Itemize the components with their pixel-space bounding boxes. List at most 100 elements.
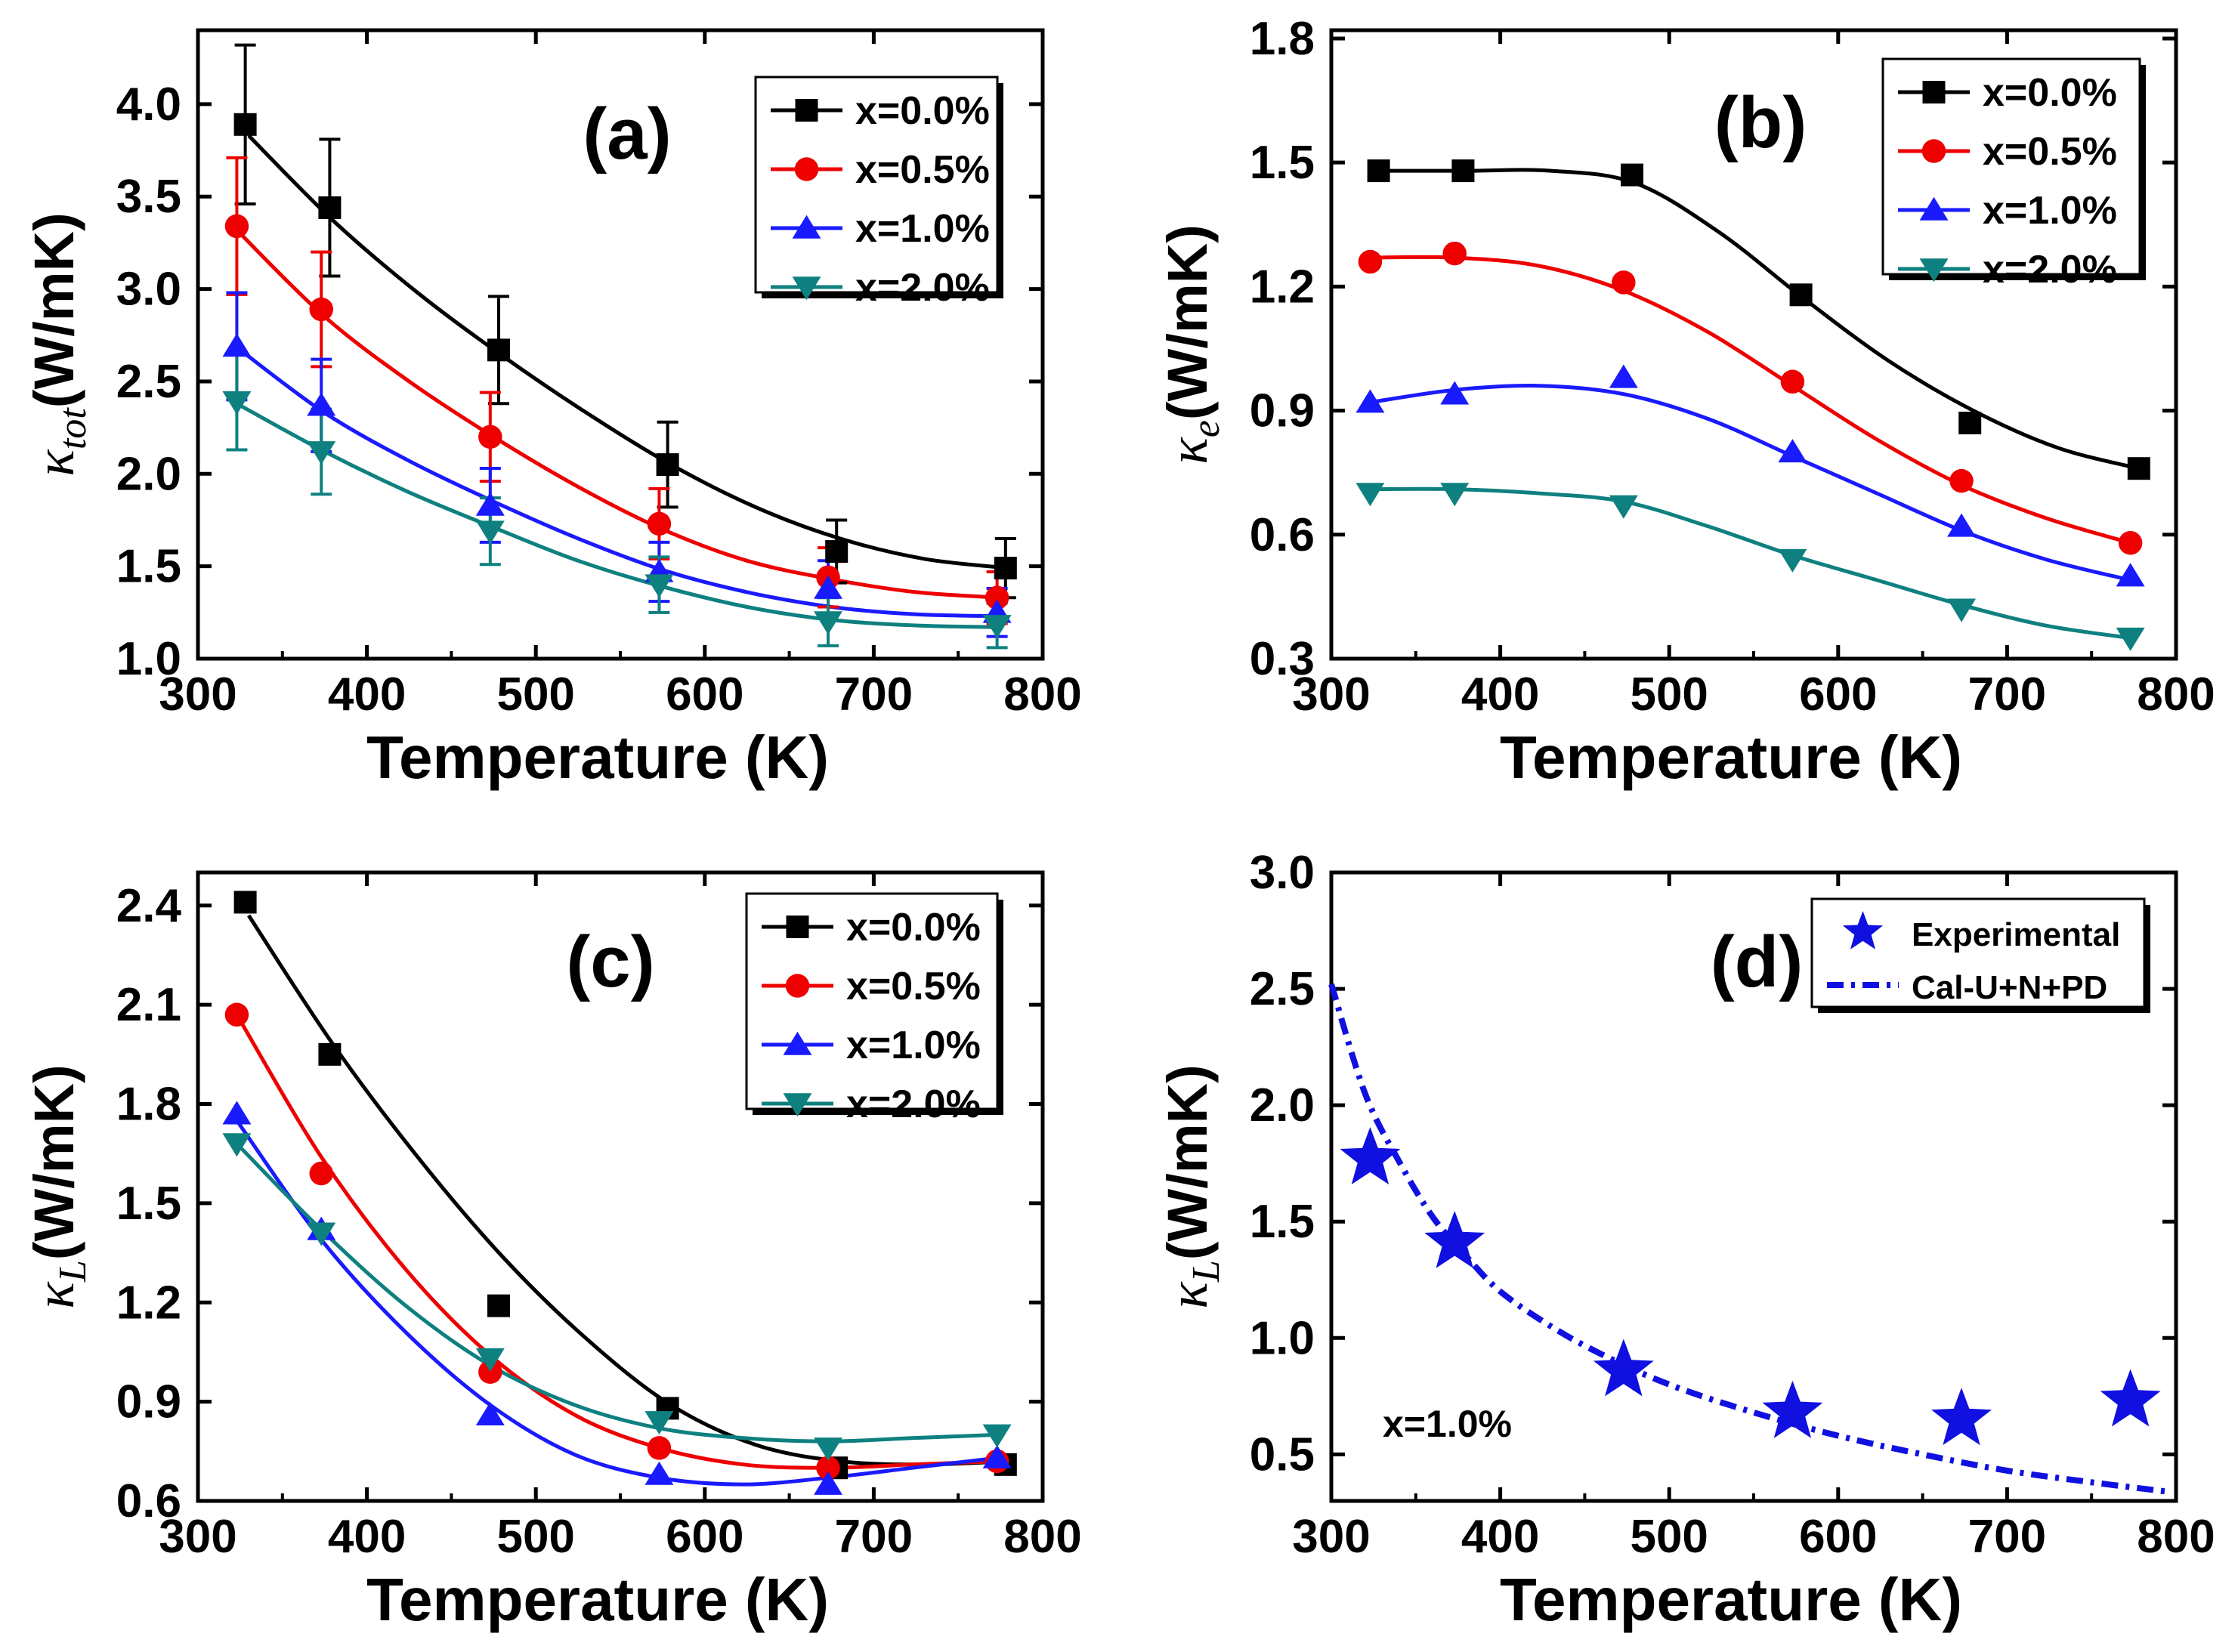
series-fit-line (1370, 486, 2131, 641)
data-point (307, 441, 336, 465)
data-point (1931, 1388, 1992, 1446)
data-point (1424, 1211, 1485, 1268)
data-point (814, 575, 843, 599)
data-point (645, 1461, 674, 1485)
legend-marker (1921, 139, 1946, 163)
panel-c: 300 400 500 600 700 800 0.6 0.9 1.2 1.5 1.8 2.1 2.4 T… (23, 870, 1082, 1633)
y-tick-label: 0.6 (1250, 509, 1315, 561)
y-tick-label: 0.6 (116, 1475, 181, 1527)
legend-marker (794, 157, 819, 181)
legend-label: x=0.5% (846, 965, 981, 1008)
y-tick-label: 0.9 (116, 1376, 181, 1428)
data-point (307, 1222, 336, 1246)
panel-label: (c) (566, 922, 654, 1002)
x-tick-label: 500 (1630, 1511, 1708, 1563)
x-tick-label: 400 (1461, 669, 1539, 721)
y-tick-label: 2.0 (1250, 1079, 1315, 1132)
data-point (647, 1436, 672, 1460)
series-fit-line (1328, 983, 2168, 1495)
legend-marker (792, 215, 821, 239)
x-tick-label: 500 (496, 1511, 574, 1563)
data-point (1355, 389, 1385, 413)
y-tick-label: 2.4 (116, 880, 182, 932)
y-tick-label: 1.8 (116, 1079, 181, 1131)
data-point (1778, 548, 1807, 573)
x-tick-label: 400 (328, 1511, 406, 1563)
x-tick-label: 800 (1003, 669, 1081, 721)
y-tick-label: 0.9 (1250, 385, 1315, 437)
x-tick-label: 500 (1630, 669, 1708, 721)
legend-marker (783, 1031, 812, 1055)
y-axis-title: κtot(W/mK) (23, 212, 94, 476)
y-tick-label: 1.0 (1250, 1312, 1315, 1364)
series-fit-line (1378, 168, 2140, 471)
panel-a: 300 400 500 600 700 800 1.0 1.5 2.0 2.5 3.0 3.5 4.0 T… (23, 28, 1082, 791)
data-point (309, 1161, 333, 1186)
data-point (1958, 412, 1982, 434)
y-tick-label: 2.0 (116, 448, 181, 500)
data-point (645, 574, 674, 598)
legend-marker (783, 1093, 812, 1117)
data-point (814, 1437, 843, 1462)
data-point (982, 1424, 1012, 1448)
data-point (814, 1471, 843, 1495)
y-tick-label: 2.1 (116, 979, 181, 1031)
legend-label: x=1.0% (1983, 189, 2117, 233)
x-axis-title: Temperature (K) (1500, 1566, 1962, 1633)
data-point (1442, 241, 1467, 266)
legend-marker (1919, 196, 1949, 221)
x-tick-label: 700 (1968, 1511, 2046, 1563)
data-point (318, 196, 342, 219)
data-point (645, 1411, 674, 1435)
legend-label: x=1.0% (846, 1024, 981, 1067)
x-axis-title: Temperature (K) (366, 1566, 829, 1633)
data-point (825, 540, 849, 564)
y-axis-unit: (W/mK) (1156, 1064, 1219, 1260)
y-axis-symbol: κ (1158, 437, 1219, 465)
x-tick-label: 800 (2137, 1511, 2215, 1563)
x-tick-label: 600 (666, 669, 743, 721)
series-fit-line (247, 134, 1009, 570)
y-tick-label: 0.3 (1250, 633, 1315, 685)
data-point (994, 557, 1017, 580)
data-point (1780, 369, 1805, 394)
series-fit-line (239, 348, 1001, 619)
data-point (814, 611, 843, 635)
data-point (478, 1360, 502, 1384)
y-tick-label: 1.5 (116, 1178, 181, 1230)
data-point (307, 392, 336, 416)
data-point (222, 391, 252, 415)
x-tick-label: 300 (1292, 1511, 1370, 1563)
data-point (1762, 1380, 1823, 1438)
x-tick-label: 600 (666, 1511, 743, 1563)
legend-box (1810, 897, 2146, 1008)
data-point (1355, 483, 1385, 507)
panel-b: 300 400 500 600 700 800 0.3 0.6 0.9 1.2 1.5 1.8 Temp… (1156, 13, 2215, 791)
data-point (1947, 598, 1977, 622)
series-fit-line (1370, 384, 2131, 582)
data-point (1778, 439, 1807, 463)
x-tick-label: 300 (1292, 669, 1370, 721)
legend-label: x=0.5% (855, 148, 990, 192)
x-tick-label: 300 (159, 1511, 236, 1563)
legend-marker (1919, 258, 1949, 283)
legend-label: x=0.0% (846, 906, 981, 950)
y-tick-label: 1.5 (1250, 137, 1315, 189)
y-tick-label: 0.5 (1250, 1428, 1315, 1481)
y-axis-unit: (W/mK) (23, 212, 85, 408)
legend-label: x=2.0% (1983, 248, 2117, 292)
panel-label: (a) (583, 94, 671, 174)
data-point (656, 453, 679, 477)
data-point (309, 297, 333, 322)
series-fit-line (239, 403, 1001, 629)
data-point (1358, 249, 1383, 274)
data-point (487, 338, 511, 362)
y-tick-label: 1.8 (1250, 13, 1315, 65)
legend-label: Cal-U+N+PD (1912, 969, 2107, 1006)
data-point (222, 1133, 252, 1157)
y-tick-label: 1.2 (116, 1277, 181, 1329)
y-tick-label: 3.0 (116, 264, 181, 316)
y-tick-label: 2.5 (116, 356, 181, 408)
data-point (2100, 1369, 2161, 1427)
legend-label: x=1.0% (855, 207, 990, 251)
